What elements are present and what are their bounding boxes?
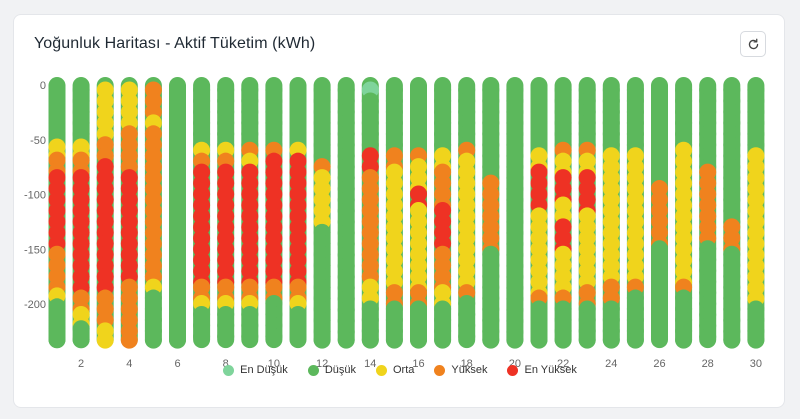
legend-dot-orta	[376, 364, 387, 376]
legend-label: Yüksek	[451, 364, 488, 376]
cell-dusuk	[747, 331, 765, 349]
x-tick-label: 28	[702, 358, 714, 370]
cell-dusuk	[458, 328, 476, 346]
cell-dusuk	[361, 331, 379, 349]
y-tick-label: -100	[24, 190, 46, 202]
cell-dusuk	[506, 331, 524, 349]
cell-dusuk	[217, 327, 235, 345]
legend-item-dusuk[interactable]: Düşük	[307, 364, 356, 376]
cell-dusuk	[675, 331, 693, 349]
refresh-button[interactable]	[740, 31, 766, 57]
legend-item-orta[interactable]: Orta	[376, 364, 414, 376]
x-tick-label: 16	[412, 358, 424, 370]
cell-dusuk	[72, 125, 90, 143]
y-tick-label: -200	[24, 299, 46, 311]
x-tick-label: 8	[223, 358, 229, 370]
cell-dusuk	[723, 331, 741, 349]
legend-item-yuksek[interactable]: Yüksek	[434, 364, 487, 376]
legend-label: Orta	[393, 364, 415, 376]
refresh-icon	[748, 38, 758, 49]
legend-dot-en-dusuk	[223, 364, 235, 376]
cell-dusuk	[554, 331, 572, 349]
cell-dusuk	[169, 331, 186, 349]
cell-dusuk	[699, 328, 717, 346]
x-tick-label: 26	[653, 358, 665, 370]
y-tick-label: 0	[40, 80, 46, 92]
x-tick-label: 18	[461, 358, 473, 370]
cell-dusuk	[385, 331, 403, 349]
x-tick-label: 2	[78, 358, 84, 370]
legend-dot-dusuk	[307, 364, 319, 376]
cell-dusuk	[48, 125, 66, 143]
cell-dusuk	[265, 328, 283, 346]
cell-dusuk	[482, 331, 500, 349]
legend-item-en-yuksek[interactable]: En Yüksek	[507, 364, 577, 376]
legend-label: En Yüksek	[524, 364, 577, 376]
cell-dusuk	[289, 327, 307, 345]
legend-item-en-dusuk[interactable]: En Düşük	[223, 364, 288, 376]
x-tick-label: 10	[268, 358, 280, 370]
cell-dusuk	[651, 328, 668, 346]
x-tick-label: 24	[605, 358, 617, 370]
y-tick-label: -50	[30, 135, 46, 147]
cell-dusuk	[530, 331, 548, 349]
cell-dusuk	[193, 327, 211, 345]
x-tick-label: 12	[316, 358, 328, 370]
y-tick-label: -150	[24, 244, 46, 256]
legend-label: Düşük	[324, 364, 356, 376]
cell-dusuk	[337, 331, 355, 349]
cell-yuksek	[120, 331, 138, 349]
cell-dusuk	[313, 331, 331, 349]
chart-title: Yoğunluk Haritası - Aktif Tüketim (kWh)	[34, 35, 316, 52]
cell-dusuk	[144, 331, 162, 349]
x-tick-label: 14	[364, 358, 376, 370]
x-tick-label: 4	[126, 358, 132, 370]
cell-dusuk	[434, 331, 452, 349]
cell-dusuk	[48, 331, 66, 349]
x-tick-label: 6	[174, 358, 180, 370]
x-tick-label: 30	[750, 358, 762, 370]
legend-dot-yuksek	[434, 364, 446, 376]
cell-dusuk	[626, 331, 644, 349]
x-tick-label: 22	[557, 358, 569, 370]
cell-dusuk	[602, 331, 620, 349]
legend-dot-en-yuksek	[507, 364, 519, 376]
chart-legend: En Düşük Düşük Orta Yüksek En Yüksek	[0, 364, 800, 376]
cell-orta	[96, 331, 114, 349]
legend-label: En Düşük	[240, 364, 288, 376]
cell-dusuk	[241, 327, 259, 345]
cell-dusuk	[410, 331, 427, 349]
cell-dusuk	[72, 331, 90, 349]
cell-dusuk	[578, 331, 596, 349]
